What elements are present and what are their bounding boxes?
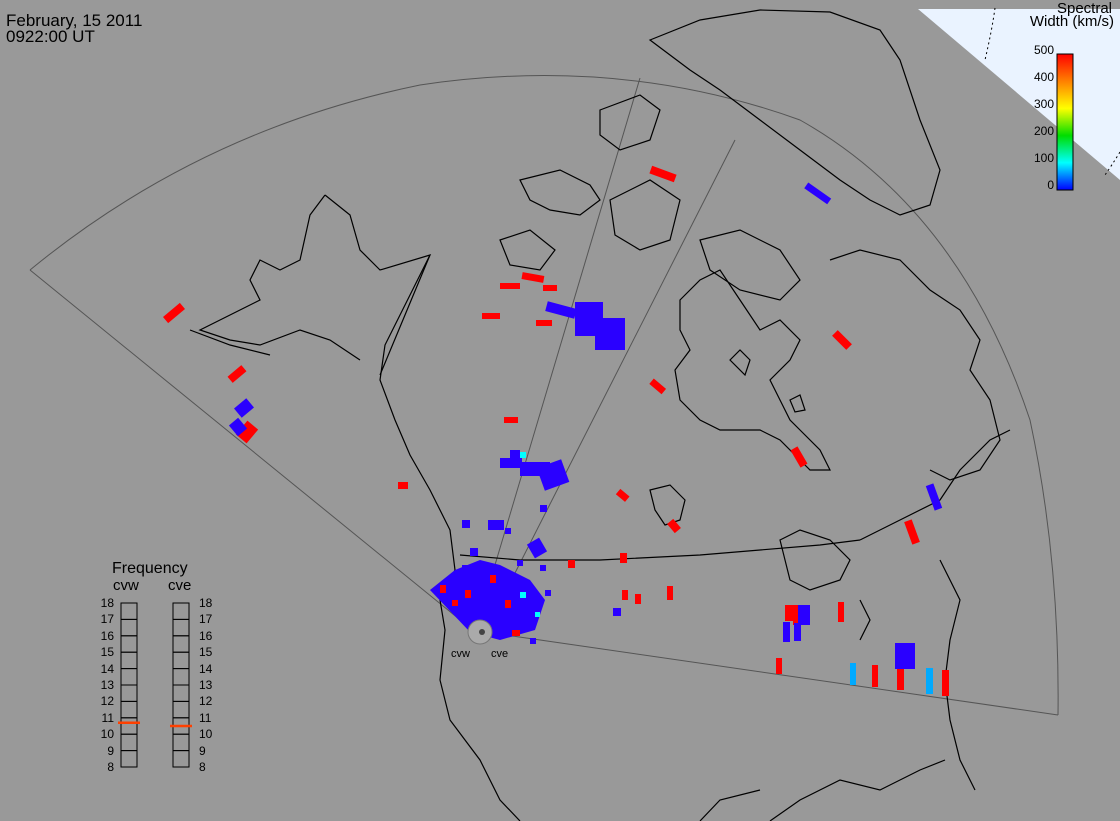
frequency-scale-label: 14 [100,661,114,676]
frequency-gauge-cell [120,717,138,735]
frequency-gauge-cell [120,635,138,653]
frequency-gauge-cell [172,668,190,686]
frequency-gauge-cell [120,668,138,686]
frequency-scale-label: 10 [100,727,114,742]
frequency-panel-title: Frequency [112,560,188,577]
frequency-scale-label: 15 [100,645,114,660]
colorbar-title-line1: Spectral [1056,0,1112,17]
frequency-gauge-cell [172,733,190,752]
colorbar-tick: 0 [1047,178,1054,192]
frequency-gauge-cell [172,635,190,653]
frequency-scale-label: 13 [100,678,114,692]
radar-label-cve: cve [491,648,509,660]
frequency-scale-label: 18 [100,596,114,610]
colorbar-tick: 300 [1033,97,1054,111]
radar-field-of-view [29,75,1059,716]
frequency-scale-label: 9 [107,743,114,758]
frequency-gauge-cell [172,700,190,719]
latitude-dotted-line-2 [1104,151,1120,176]
frequency-scale-label: 8 [107,760,114,774]
frequency-scale-label: 10 [199,727,213,742]
frequency-gauge-cell [120,602,138,620]
timestamp-date: February, 15 2011 [6,11,143,30]
timestamp-time: 0922:00 UT [6,27,95,46]
frequency-scale-label: 18 [199,596,213,610]
colorbar-tick: 200 [1033,124,1054,138]
frequency-gauges [118,602,192,768]
frequency-scale-label: 17 [100,612,114,627]
frequency-gauge-cell [120,684,138,702]
frequency-gauge-cell [172,602,190,620]
frequency-scale-label: 9 [199,743,206,758]
frequency-scale-label: 12 [199,694,213,709]
frequency-gauge-cell [172,684,190,702]
spectral-width-colorbar [1056,53,1074,191]
background-corner-region [918,9,1120,180]
radar-site-marker [467,619,493,645]
radar-label-cvw: cvw [451,648,470,660]
frequency-scale-label: 16 [100,628,114,643]
colorbar-tick: 500 [1033,43,1054,57]
frequency-scale-label: 15 [199,645,213,660]
frequency-column-label-cve: cve [168,577,192,594]
frequency-scale-label: 16 [199,628,213,643]
frequency-gauge-cell [120,618,138,637]
frequency-scale-label: 12 [100,694,114,709]
frequency-gauge-cve [170,602,192,768]
frequency-column-label-cvw: cvw [113,577,139,594]
frequency-scale-label: 13 [199,678,213,692]
frequency-scale-label: 14 [199,661,213,676]
frequency-scale-label: 8 [199,760,206,774]
frequency-gauge-cell [120,733,138,752]
colorbar-tick: 400 [1033,70,1054,84]
frequency-gauge-cvw [118,602,140,768]
frequency-gauge-cell [120,750,138,768]
frequency-scale-label: 17 [199,612,213,627]
frequency-gauge-cell [172,750,190,768]
coastlines [189,9,1011,821]
frequency-gauge-cell [172,651,190,670]
colorbar-title-line2: Width (km/s) [1029,13,1114,30]
frequency-gauge-cell [172,618,190,637]
frequency-scale-label: 11 [199,710,212,725]
echo-returns [163,165,949,696]
colorbar-tick: 100 [1033,151,1054,165]
frequency-gauge-cell [120,651,138,670]
frequency-gauge-cell [120,700,138,719]
frequency-scale-label: 11 [101,710,114,725]
